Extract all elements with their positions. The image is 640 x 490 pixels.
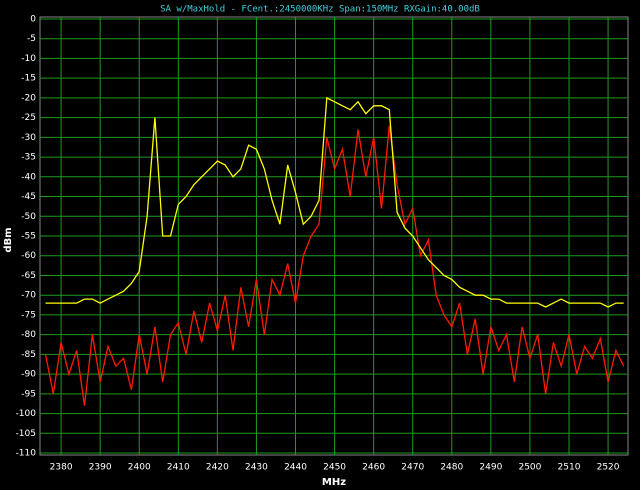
y-tick-label: -35 [21, 153, 36, 163]
y-tick-label: -5 [27, 34, 36, 44]
x-tick-label: 2400 [128, 463, 151, 473]
y-tick-label: -25 [21, 113, 36, 123]
y-tick-label: -60 [21, 251, 36, 261]
y-tick-label: -40 [21, 172, 36, 182]
y-tick-label: -70 [21, 291, 36, 301]
trace [45, 96, 624, 308]
x-tick-label: 2420 [206, 463, 229, 473]
x-tick-label: 2430 [245, 463, 268, 473]
x-tick-label: 2480 [440, 463, 463, 473]
y-tick-label: -75 [21, 310, 36, 320]
trace [44, 125, 625, 406]
x-tick-label: 2440 [284, 463, 307, 473]
y-tick-label: -50 [21, 212, 36, 222]
y-tick-label: -20 [21, 93, 36, 103]
y-tick-label: -55 [21, 232, 36, 242]
x-tick-label: 2390 [89, 463, 112, 473]
y-tick-label: -95 [21, 389, 36, 399]
x-tick-label: 2520 [597, 463, 620, 473]
x-tick-label: 2490 [479, 463, 502, 473]
y-tick-label: -100 [16, 409, 37, 419]
y-tick-label: 0 [30, 14, 36, 24]
x-tick-label: 2380 [50, 463, 73, 473]
x-tick-label: 2500 [518, 463, 541, 473]
x-tick-label: 2470 [401, 463, 424, 473]
y-tick-label: -105 [16, 429, 36, 439]
y-tick-label: -80 [21, 330, 36, 340]
x-tick-label: 2450 [323, 463, 346, 473]
x-tick-label: 2410 [167, 463, 190, 473]
x-tick-label: 2510 [558, 463, 581, 473]
y-tick-label: -85 [21, 350, 36, 360]
x-axis-title: MHz [322, 477, 346, 488]
y-tick-label: -110 [16, 449, 37, 459]
y-tick-label: -15 [21, 74, 36, 84]
y-tick-label: -90 [21, 370, 36, 380]
y-tick-label: -30 [21, 133, 36, 143]
y-tick-label: -45 [21, 192, 36, 202]
y-tick-label: -65 [21, 271, 36, 281]
x-tick-label: 2460 [362, 463, 385, 473]
chart-title: SA w/MaxHold - FCent.:2450000KHz Span:15… [160, 5, 480, 15]
y-axis-title: dBm [3, 227, 14, 252]
y-tick-label: -10 [21, 54, 36, 64]
